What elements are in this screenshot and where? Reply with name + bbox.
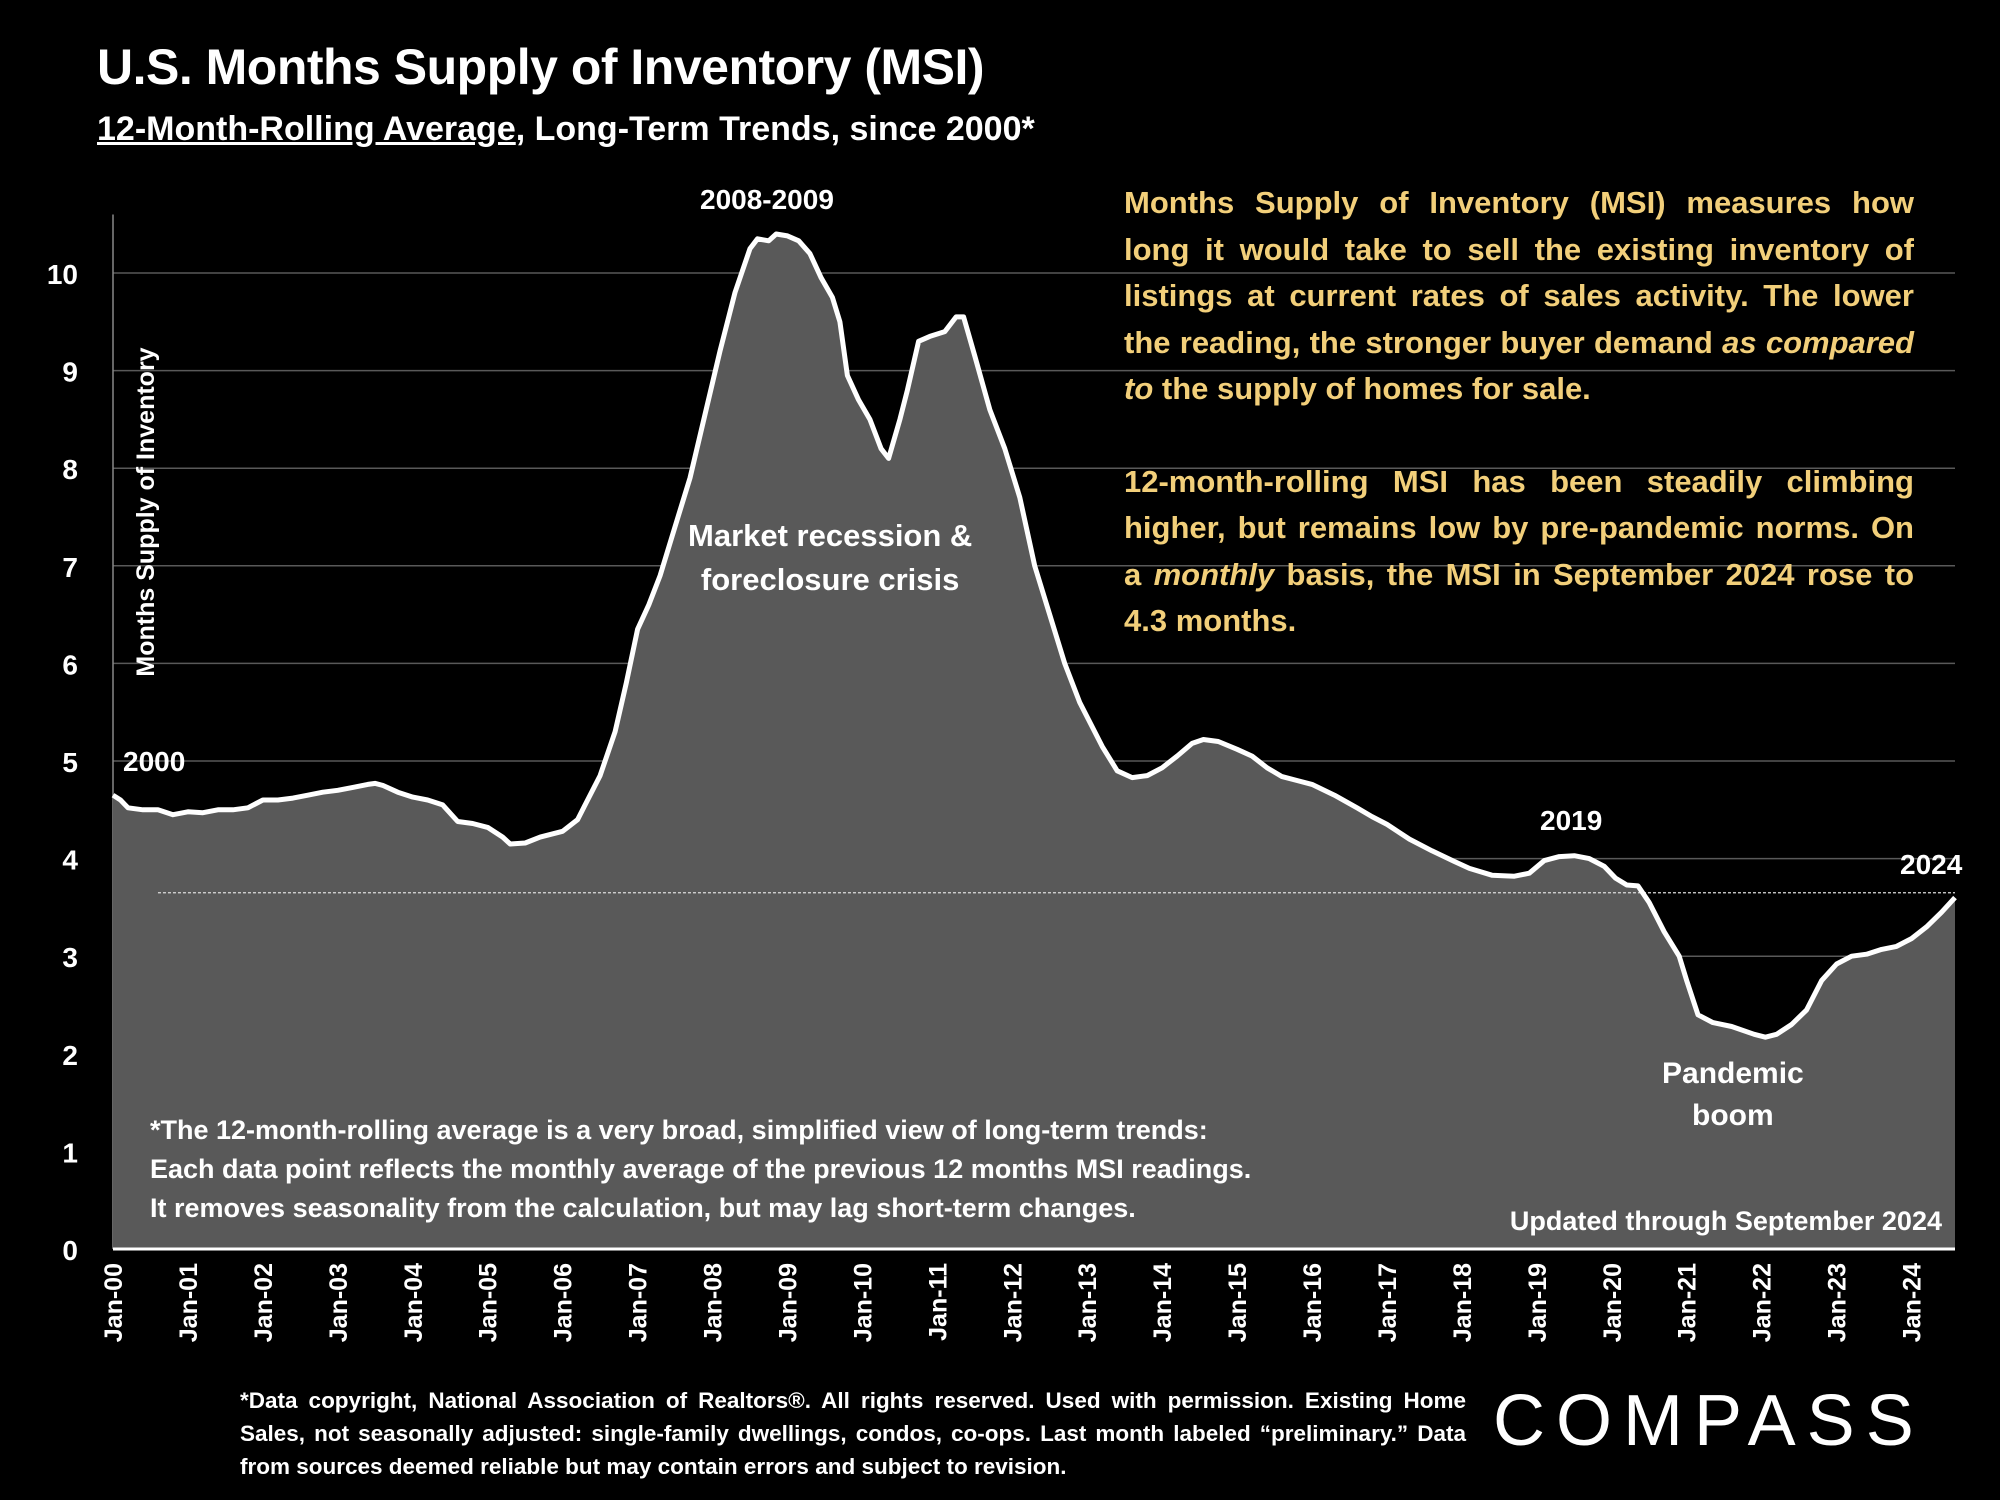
y-tick-label-5: 5 bbox=[62, 747, 78, 778]
annotation-pandemic: Pandemic boom bbox=[1662, 1053, 1804, 1137]
x-tick-label-Jan-12: Jan-12 bbox=[999, 1263, 1027, 1342]
y-tick-label-8: 8 bbox=[62, 454, 78, 485]
x-tick-label-Jan-16: Jan-16 bbox=[1299, 1263, 1327, 1342]
description-p2-b: basis, the MSI in September 2024 rose to… bbox=[1124, 556, 1915, 639]
y-tick-label-3: 3 bbox=[62, 942, 78, 973]
x-tick-label-Jan-15: Jan-15 bbox=[1224, 1263, 1252, 1342]
x-tick-label-Jan-21: Jan-21 bbox=[1674, 1263, 1702, 1342]
y-tick-label-4: 4 bbox=[62, 845, 78, 876]
y-tick-label-1: 1 bbox=[62, 1137, 78, 1168]
description-paragraph-2: 12-month-rolling MSI has been steadily c… bbox=[1124, 459, 1914, 645]
annotation-pandemic-line2: boom bbox=[1692, 1099, 1774, 1132]
annotation-recession-line1: Market recession & bbox=[688, 518, 973, 553]
x-tick-label-Jan-05: Jan-05 bbox=[475, 1263, 503, 1342]
y-axis-title: Months Supply of Inventory bbox=[132, 347, 160, 676]
y-tick-label-10: 10 bbox=[47, 259, 78, 290]
source-note: *Data copyright, National Association of… bbox=[240, 1388, 1466, 1479]
updated-through-label: Updated through September 2024 bbox=[1509, 1206, 1942, 1236]
description-p2-a: 12-month-rolling MSI has been steadily c… bbox=[1124, 463, 1914, 592]
x-tick-label-Jan-03: Jan-03 bbox=[325, 1263, 353, 1342]
x-tick-label-Jan-23: Jan-23 bbox=[1824, 1263, 1852, 1342]
y-tick-label-6: 6 bbox=[62, 649, 78, 680]
annotation-recession-line2: foreclosure crisis bbox=[700, 562, 960, 597]
y-tick-label-7: 7 bbox=[62, 552, 78, 583]
footnote-line-2: Each data point reflects the monthly ave… bbox=[150, 1154, 1252, 1184]
x-tick-label-Jan-02: Jan-02 bbox=[250, 1263, 278, 1342]
x-tick-label-Jan-19: Jan-19 bbox=[1524, 1263, 1552, 1342]
msi-area-fill bbox=[113, 234, 1955, 1249]
annotation-2024: 2024 bbox=[1900, 849, 1963, 880]
y-tick-label-2: 2 bbox=[62, 1040, 78, 1071]
description-p1-a: Months Supply of Inventory (MSI) measure… bbox=[1124, 185, 1914, 360]
x-tick-label-Jan-08: Jan-08 bbox=[700, 1263, 728, 1342]
subtitle-rest: , Long-Term Trends, since 2000* bbox=[515, 110, 1035, 148]
subtitle-underlined: 12-Month-Rolling Average bbox=[97, 110, 516, 148]
x-tick-label-Jan-20: Jan-20 bbox=[1599, 1263, 1627, 1342]
footnote-line-1: *The 12-month-rolling average is a very … bbox=[150, 1115, 1208, 1145]
x-tick-label-Jan-09: Jan-09 bbox=[774, 1263, 802, 1342]
x-tick-label-Jan-07: Jan-07 bbox=[625, 1263, 653, 1342]
annotation-recession: Market recession & foreclosure crisis bbox=[688, 514, 972, 602]
description-p1-italic: as compared to bbox=[1124, 324, 1914, 407]
description-p2-italic: monthly bbox=[1153, 556, 1275, 592]
annotation-2000: 2000 bbox=[123, 746, 186, 777]
y-tick-label-0: 0 bbox=[62, 1235, 78, 1266]
compass-logo: COMPASS bbox=[1493, 1381, 1925, 1461]
annotation-peak: 2008-2009 bbox=[700, 184, 834, 215]
x-tick-label-Jan-13: Jan-13 bbox=[1074, 1263, 1102, 1342]
footnote-line-3: It removes seasonality from the calculat… bbox=[150, 1193, 1136, 1223]
chart-footnote: *The 12-month-rolling average is a very … bbox=[150, 1111, 1350, 1228]
description-p1-b: the supply of homes for sale. bbox=[1153, 371, 1591, 406]
x-tick-label-Jan-00: Jan-00 bbox=[100, 1263, 128, 1342]
x-tick-label-Jan-10: Jan-10 bbox=[849, 1263, 877, 1342]
x-tick-label-Jan-01: Jan-01 bbox=[175, 1263, 203, 1342]
x-tick-label-Jan-22: Jan-22 bbox=[1749, 1263, 1777, 1342]
page-title: U.S. Months Supply of Inventory (MSI) bbox=[97, 39, 985, 95]
page-subtitle: 12-Month-Rolling Average, Long-Term Tren… bbox=[97, 110, 1035, 149]
y-tick-label-9: 9 bbox=[62, 357, 78, 388]
x-tick-label-Jan-18: Jan-18 bbox=[1449, 1263, 1477, 1342]
description-paragraph-1: Months Supply of Inventory (MSI) measure… bbox=[1124, 180, 1914, 413]
x-tick-label-Jan-14: Jan-14 bbox=[1149, 1263, 1177, 1342]
x-tick-label-Jan-06: Jan-06 bbox=[550, 1263, 578, 1342]
annotation-pandemic-line1: Pandemic bbox=[1662, 1057, 1804, 1090]
x-tick-label-Jan-17: Jan-17 bbox=[1374, 1263, 1402, 1342]
x-tick-label-Jan-11: Jan-11 bbox=[924, 1263, 952, 1341]
annotation-2019: 2019 bbox=[1540, 805, 1603, 836]
description-box: Months Supply of Inventory (MSI) measure… bbox=[1124, 180, 1914, 691]
x-tick-label-Jan-24: Jan-24 bbox=[1899, 1263, 1927, 1342]
msi-series-line bbox=[111, 231, 1957, 1040]
x-tick-label-Jan-04: Jan-04 bbox=[400, 1263, 428, 1342]
